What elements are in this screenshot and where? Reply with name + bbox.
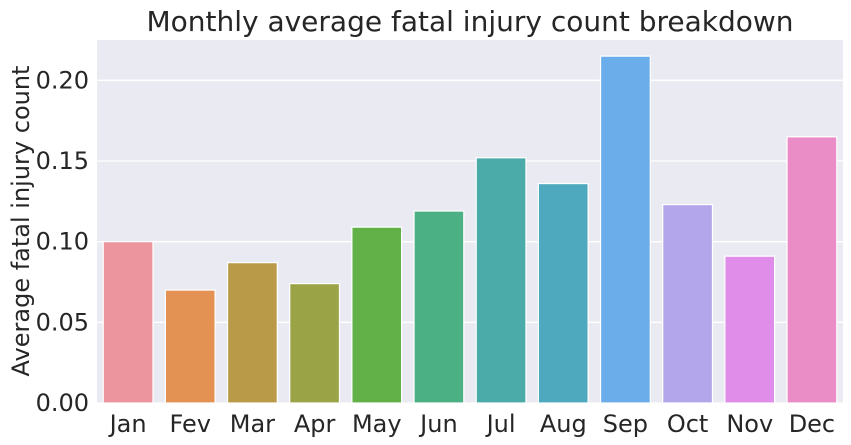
y-axis-ticks: 0.00 0.05 0.10 0.15 0.20 [36, 66, 89, 417]
bar-fev [164, 289, 216, 404]
x-tick-label: Jul [485, 410, 516, 438]
bar-nov [724, 255, 776, 404]
bar-mar [226, 262, 278, 404]
x-tick-label: Nov [726, 410, 773, 438]
x-tick-label: Apr [294, 410, 336, 438]
x-tick-label: Sep [603, 410, 648, 438]
bar-aug [537, 182, 589, 404]
plot-area [97, 40, 843, 403]
x-tick-label: Dec [789, 410, 835, 438]
bar-sep [599, 55, 651, 404]
bar-may [351, 226, 403, 404]
bar-dec [786, 136, 838, 404]
bars [102, 55, 838, 404]
chart-title: Monthly average fatal injury count break… [146, 5, 793, 38]
y-tick-label: 0.00 [36, 389, 89, 417]
bar-jul [475, 157, 527, 404]
bar-jun [413, 210, 465, 404]
bar-oct [662, 203, 714, 404]
x-tick-label: Aug [540, 410, 587, 438]
y-axis-label: Average fatal injury count [7, 66, 35, 377]
grid-lines [97, 79, 843, 404]
x-axis-ticks: Jan Fev Mar Apr May Jun Jul Aug Sep Oct Nov Dec [108, 410, 836, 438]
x-tick-label: Fev [170, 410, 211, 438]
x-tick-label: Jun [418, 410, 458, 438]
x-tick-label: Jan [108, 410, 147, 438]
x-tick-label: Mar [230, 410, 275, 438]
y-tick-label: 0.20 [36, 66, 89, 94]
bar-apr [289, 283, 341, 404]
y-tick-label: 0.05 [36, 308, 89, 336]
x-tick-label: May [352, 410, 402, 438]
y-tick-label: 0.10 [36, 228, 89, 256]
y-tick-label: 0.15 [36, 147, 89, 175]
x-tick-label: Oct [667, 410, 709, 438]
bar-jan [102, 241, 154, 404]
